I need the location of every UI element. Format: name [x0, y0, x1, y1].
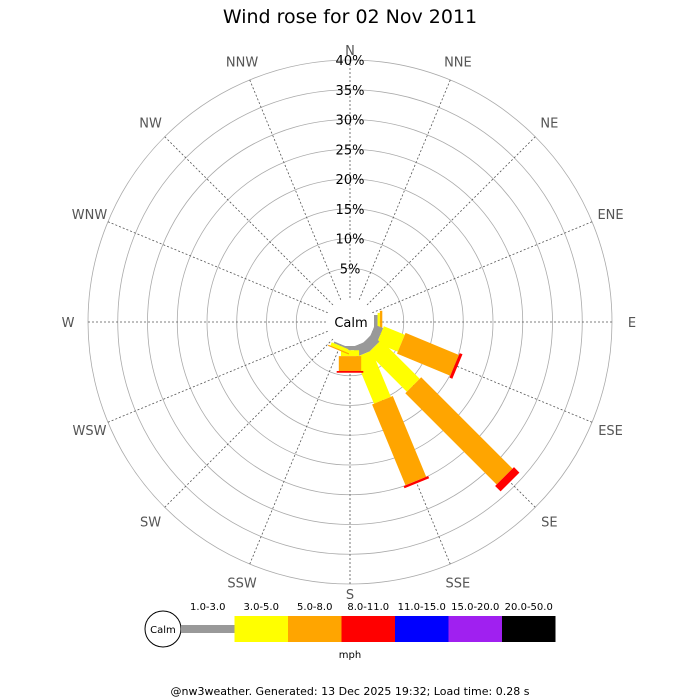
direction-label-s: S: [346, 588, 354, 603]
bar-se-8.0-11.0: [495, 467, 520, 492]
legend-swatch-8.0-11.0: [341, 616, 395, 642]
direction-label-ene: ENE: [597, 208, 623, 223]
bar-ese-8.0-11.0: [449, 353, 463, 379]
polar-grid: [87, 59, 613, 585]
legend-swatch-15.0-20.0: [448, 616, 502, 642]
legend-swatch-3.0-5.0: [234, 616, 288, 642]
legend-units: mph: [339, 650, 361, 661]
direction-label-sse: SSE: [446, 577, 471, 592]
legend-swatch-5.0-8.0: [288, 616, 342, 642]
direction-label-e: E: [628, 316, 636, 331]
radial-tick-label: 20%: [336, 173, 365, 188]
radial-tick-label: 15%: [336, 203, 365, 218]
bar-ese-5.0-8.0: [397, 332, 459, 376]
direction-label-ese: ESE: [598, 424, 623, 439]
legend-label: 3.0-5.0: [244, 602, 279, 613]
direction-label-w: W: [62, 316, 75, 331]
bar-sse-8.0-11.0: [403, 476, 430, 489]
direction-label-se: SE: [541, 515, 557, 530]
radial-tick-label: 30%: [336, 114, 365, 129]
bar-ssw-5.0-8.0: [328, 344, 350, 355]
radial-tick-label: 10%: [336, 233, 365, 248]
direction-label-n: N: [345, 44, 355, 59]
bar-se-5.0-8.0: [405, 377, 513, 485]
radial-tick-label: 25%: [336, 143, 365, 158]
legend-label: 20.0-50.0: [505, 602, 553, 613]
direction-label-nnw: NNW: [226, 55, 258, 70]
legend-label: 8.0-11.0: [347, 602, 389, 613]
direction-label-ssw: SSW: [227, 577, 257, 592]
bar-se-3.0-5.0: [368, 340, 420, 392]
legend-label: 15.0-20.0: [451, 602, 499, 613]
legend-swatch-1.0-3.0: [181, 625, 235, 633]
direction-label-nw: NW: [139, 117, 162, 132]
grid-ring: [147, 119, 553, 525]
legend-label: 5.0-8.0: [297, 602, 332, 613]
legend-swatch-11.0-15.0: [395, 616, 449, 642]
direction-label-sw: SW: [140, 515, 161, 530]
bar-ssw-3.0-5.0: [330, 342, 349, 353]
radial-tick-label: 5%: [340, 262, 361, 277]
grid-overlay: N NNE NE ENE E ESE SE SSE S SSW SW WSW W WNW NW NNW 5% 10…: [62, 44, 637, 603]
legend-swatch-20.0-50.0: [502, 616, 556, 642]
grid-ring: [206, 178, 494, 466]
chart-title: Wind rose for 02 Nov 2011: [223, 6, 477, 28]
legend-calm-label: Calm: [150, 625, 176, 636]
radial-tick-label: 40%: [336, 54, 365, 69]
direction-label-wnw: WNW: [72, 208, 108, 223]
grid-ring: [266, 238, 434, 406]
bar-sse-3.0-5.0: [354, 350, 391, 404]
speed-legend: Calm 1.0-3.0 3.0-5.0 5.0-8.0 8.0-11.0 11.0-15…: [144, 602, 556, 661]
footer-text: @nw3weather. Generated: 13 Dec 2025 19:3…: [171, 685, 530, 698]
direction-label-nne: NNE: [444, 55, 472, 70]
legend-label: 11.0-15.0: [398, 602, 446, 613]
wind-bars: [328, 310, 520, 492]
legend-label: 1.0-3.0: [190, 602, 225, 613]
direction-label-wsw: WSW: [72, 424, 106, 439]
bar-sse-5.0-8.0: [372, 396, 427, 486]
calm-label: Calm: [334, 316, 367, 331]
bar-s-5.0-8.0: [338, 356, 362, 371]
radial-tick-label: 35%: [336, 84, 365, 99]
bar-s-8.0-11.0: [336, 371, 364, 373]
bar-ssw-1.0-3.0: [333, 341, 348, 349]
calm-center: Calm: [326, 298, 374, 346]
direction-label-ne: NE: [540, 117, 558, 132]
